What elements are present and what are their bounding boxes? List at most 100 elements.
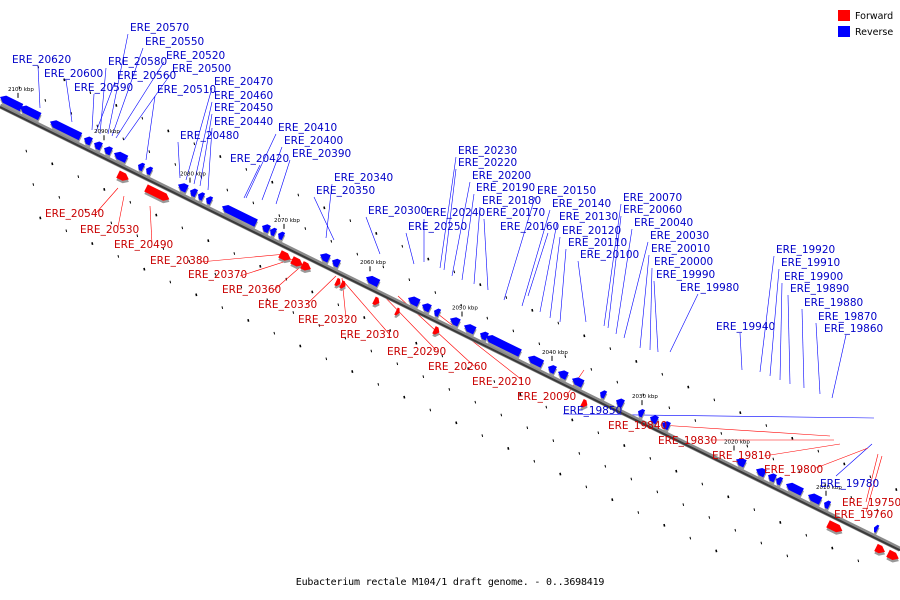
minor-tick [136, 234, 139, 238]
minor-tick [798, 470, 801, 474]
gene-body [222, 204, 258, 227]
scale-tick-label: 2100 kbp [8, 87, 34, 93]
gene-body [278, 250, 291, 261]
reverse-gene-label: ERE_20590 [74, 82, 133, 94]
leader-line [261, 146, 283, 201]
gene-body [320, 253, 331, 263]
leader-line [801, 308, 805, 389]
reverse-gene-label: ERE_20440 [214, 116, 273, 128]
gene-body [434, 308, 442, 317]
reverse-gene-label: ERE_19880 [804, 297, 863, 309]
forward-legend-swatch [838, 10, 850, 21]
reverse-gene-arrow [178, 183, 189, 196]
leader-line [607, 215, 622, 329]
minor-tick [44, 99, 47, 102]
reverse-gene-label: ERE_20510 [157, 84, 216, 96]
leader-line [623, 241, 649, 339]
minor-tick [141, 116, 144, 120]
reverse-gene-label: ERE_20100 [580, 249, 639, 261]
minor-tick [467, 367, 470, 371]
leader-line [305, 275, 337, 306]
minor-tick [564, 355, 567, 358]
forward-gene-arrow [144, 184, 170, 204]
minor-tick [753, 508, 756, 511]
minor-tick [245, 168, 248, 171]
gene-body [736, 458, 747, 468]
minor-tick [110, 221, 113, 225]
minor-tick [604, 464, 607, 468]
reverse-gene-arrow [638, 408, 646, 420]
gene-body [50, 120, 83, 141]
minor-tick [786, 554, 789, 558]
leader-line [177, 141, 181, 179]
reverse-gene-label: ERE_20600 [44, 68, 103, 80]
gene-body [808, 493, 823, 505]
minor-tick [349, 219, 352, 222]
reverse-gene-label: ERE_20150 [537, 185, 596, 197]
gene-body [339, 280, 346, 289]
gene-body [824, 500, 832, 510]
reverse-gene-arrow [84, 136, 94, 148]
minor-tick [247, 318, 250, 322]
minor-tick [96, 124, 99, 128]
leader-line [769, 268, 780, 377]
minor-tick [571, 418, 574, 422]
minor-tick [500, 413, 503, 417]
minor-tick [304, 227, 307, 230]
minor-tick [526, 426, 529, 430]
gene-body [372, 296, 380, 306]
leader-line [653, 280, 659, 353]
minor-tick [84, 208, 87, 212]
reverse-gene-label: ERE_20140 [552, 198, 611, 210]
minor-tick [297, 193, 300, 197]
minor-tick [363, 316, 366, 319]
reverse-gene-label: ERE_20170 [486, 207, 545, 219]
gene-body [332, 258, 341, 268]
gene-body [190, 188, 199, 198]
minor-tick [63, 78, 66, 82]
gene-body [334, 277, 341, 287]
reverse-gene-label: ERE_20040 [634, 217, 693, 229]
reverse-gene-arrow [320, 253, 331, 266]
gene-body [198, 192, 206, 201]
scale-tick-label: 2070 kbp [274, 218, 300, 224]
reverse-gene-arrow [114, 151, 129, 166]
reverse-gene-arrow [146, 166, 154, 178]
minor-tick [351, 370, 354, 374]
minor-tick [441, 354, 444, 358]
minor-tick [226, 188, 229, 192]
reverse-gene-arrow [486, 334, 522, 360]
minor-tick [103, 188, 106, 191]
reverse-gene-arrow [422, 303, 432, 315]
minor-tick [474, 400, 477, 404]
reverse-gene-label: ERE_20300 [368, 205, 427, 217]
reverse-gene-arrow [222, 204, 258, 230]
leader-line [669, 293, 699, 353]
forward-gene-label: ERE_20360 [222, 284, 281, 296]
reverse-gene-arrow [206, 196, 214, 208]
minor-tick [434, 291, 437, 294]
leader-line [65, 79, 73, 123]
scale-tick-label: 2080 kbp [180, 172, 206, 178]
minor-tick [422, 375, 425, 378]
minor-tick [493, 380, 496, 383]
minor-tick [195, 293, 198, 297]
reverse-gene-label: ERE_19870 [818, 311, 877, 323]
minor-tick [772, 457, 775, 461]
minor-tick [259, 264, 262, 268]
minor-tick [675, 469, 678, 473]
forward-gene-arrow [334, 277, 341, 289]
reverse-gene-arrow [332, 258, 342, 271]
minor-tick [720, 431, 723, 435]
reverse-gene-label: ERE_20130 [559, 211, 618, 223]
minor-tick [533, 459, 536, 463]
minor-tick [91, 242, 94, 245]
reverse-legend-swatch [838, 26, 850, 37]
gene-body [786, 482, 804, 496]
minor-tick [876, 508, 879, 512]
reverse-gene-label: ERE_20230 [458, 145, 517, 157]
forward-gene-label: ERE_20090 [517, 391, 576, 403]
minor-tick [408, 278, 411, 282]
reverse-gene-arrow [662, 421, 672, 433]
gene-arrows [0, 95, 899, 563]
